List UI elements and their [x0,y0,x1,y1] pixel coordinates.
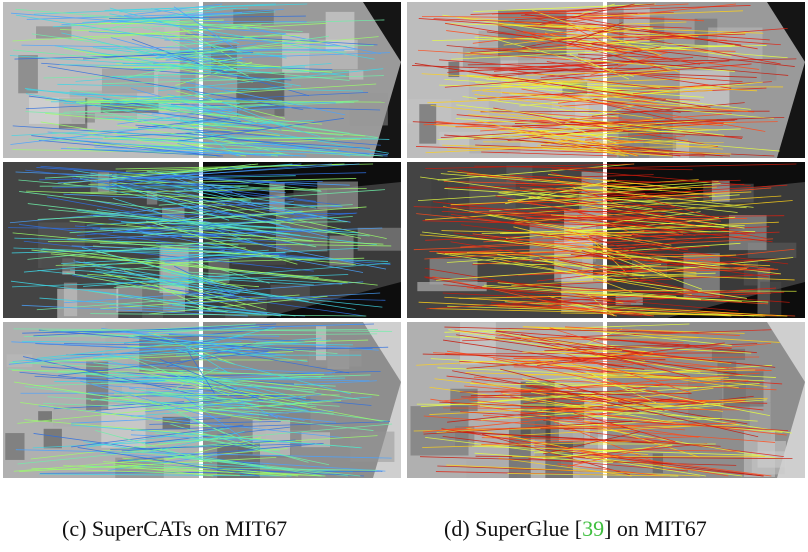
caption-suffix: ] on MIT67 [604,516,707,541]
caption-text: (c) SuperCATs on MIT67 [62,516,288,541]
image-pair-1 [3,2,401,158]
matches-svg [3,2,401,158]
panel-superglue [407,2,805,482]
image-pair-3 [3,322,401,478]
citation-link[interactable]: 39 [582,516,605,541]
matches-svg [3,162,401,318]
matches-svg [407,2,805,158]
image-pair-3 [407,322,805,478]
image-pair-2 [407,162,805,318]
matches-svg [407,162,805,318]
match-lines [9,3,390,157]
match-lines [413,323,793,477]
match-lines [413,163,797,317]
match-lines [8,163,392,317]
matches-svg [3,322,401,478]
image-pair-2 [3,162,401,318]
match-lines [412,3,797,157]
caption-prefix: (d) SuperGlue [ [444,516,583,541]
caption-supercats: (c) SuperCATs on MIT67 [62,516,287,542]
match-lines [8,323,393,477]
caption-superglue: (d) SuperGlue [39] on MIT67 [444,516,707,542]
image-pair-1 [407,2,805,158]
panel-supercats [3,2,401,482]
matches-svg [407,322,805,478]
